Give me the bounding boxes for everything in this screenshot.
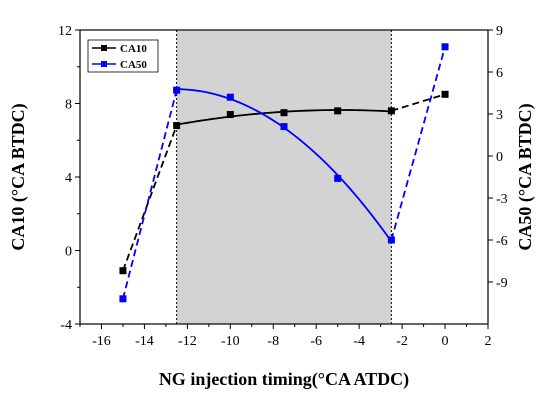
x-tick-label: 0 — [442, 334, 449, 349]
x-tick-label: -14 — [135, 334, 154, 349]
x-tick-label: 2 — [485, 334, 492, 349]
x-axis-title: NG injection timing(°CA ATDC) — [159, 369, 409, 390]
x-tick-label: -4 — [353, 334, 365, 349]
series-ca10-point — [441, 90, 449, 98]
series-ca10-point — [387, 107, 395, 115]
series-ca50-point — [173, 86, 181, 94]
marker-layer — [119, 43, 449, 303]
y-left-tick-label: 0 — [65, 245, 72, 260]
series-ca10-left-connector — [122, 125, 178, 272]
legend-marker-ca50 — [101, 61, 107, 67]
tick-layer: -16 -14 -12 -10 -8 -6 -4 -2 0 2 -4 0 4 8 12 -9 -6 -3 0 3 6 9 — [58, 24, 508, 349]
shaded-region — [176, 30, 392, 324]
series-ca10-point — [119, 267, 127, 275]
y-left-tick-label: 4 — [65, 171, 72, 186]
legend-label-ca10: CA10 — [120, 43, 147, 55]
shaded-region-layer — [176, 30, 392, 324]
y-left-tick-label: -4 — [60, 318, 72, 333]
series-ca50-point — [280, 123, 288, 131]
x-tick-label: -2 — [396, 334, 408, 349]
series-ca50-left-connector — [122, 89, 178, 300]
series-ca50-point — [226, 93, 234, 101]
series-ca10-point — [173, 122, 181, 130]
legend-marker-ca10 — [101, 45, 107, 51]
legend-label-ca50: CA50 — [120, 59, 147, 71]
series-ca10-right-connector — [391, 93, 446, 112]
series-ca10-point — [334, 107, 342, 115]
series-ca10-point — [226, 111, 234, 119]
y-right-tick-label: 0 — [496, 150, 503, 165]
y-axis-left-title: CA10 (°CA BTDC) — [8, 103, 29, 250]
x-tick-label: -6 — [310, 334, 322, 349]
y-right-tick-label: 6 — [496, 66, 503, 81]
y-left-tick-label: 12 — [58, 24, 72, 39]
series-ca50-point — [441, 43, 449, 51]
legend-box — [87, 39, 159, 73]
x-tick-label: -16 — [92, 334, 111, 349]
y-left-tick-label: 8 — [65, 98, 72, 113]
y-axis-right-title: CA50 (°CA BTDC) — [515, 103, 536, 250]
x-tick-label: -12 — [178, 334, 197, 349]
series-ca50-point — [334, 174, 342, 182]
y-right-tick-label: 9 — [496, 24, 503, 39]
y-right-tick-label: -9 — [496, 276, 508, 291]
y-right-tick-label: -3 — [496, 192, 508, 207]
series-ca50-point — [387, 236, 395, 244]
x-tick-label: -10 — [221, 334, 240, 349]
series-ca10-point — [280, 109, 288, 117]
series-ca50-point — [119, 295, 127, 303]
x-tick-label: -8 — [267, 334, 279, 349]
y-right-tick-label: -6 — [496, 234, 508, 249]
legend: CA10 CA50 — [87, 39, 159, 73]
y-right-tick-label: 3 — [496, 108, 503, 123]
series-ca50-right-connector — [390, 46, 446, 241]
